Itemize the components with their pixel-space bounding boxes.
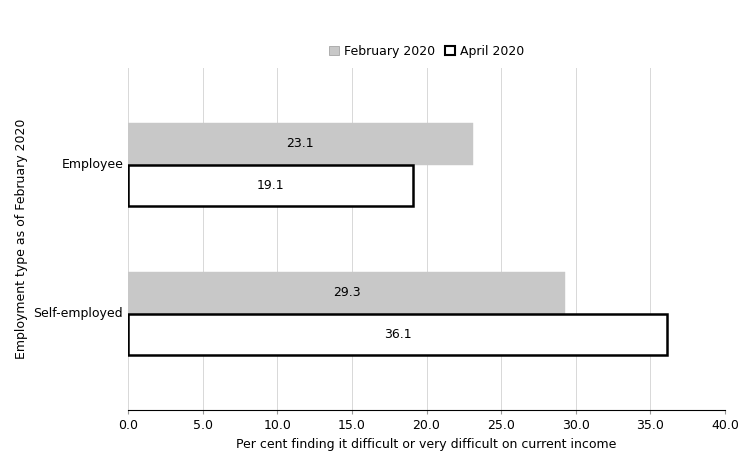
Bar — [128, 314, 667, 355]
Text: 29.3: 29.3 — [333, 286, 360, 299]
Y-axis label: Employment type as of February 2020: Employment type as of February 2020 — [15, 119, 28, 359]
Bar — [128, 164, 413, 206]
Bar — [128, 123, 473, 164]
Legend: February 2020, April 2020: February 2020, April 2020 — [324, 40, 529, 63]
Text: 23.1: 23.1 — [287, 137, 314, 151]
X-axis label: Per cent finding it difficult or very difficult on current income: Per cent finding it difficult or very di… — [236, 438, 617, 451]
Bar — [128, 272, 566, 314]
Text: 36.1: 36.1 — [384, 328, 411, 341]
Text: 19.1: 19.1 — [257, 179, 284, 192]
